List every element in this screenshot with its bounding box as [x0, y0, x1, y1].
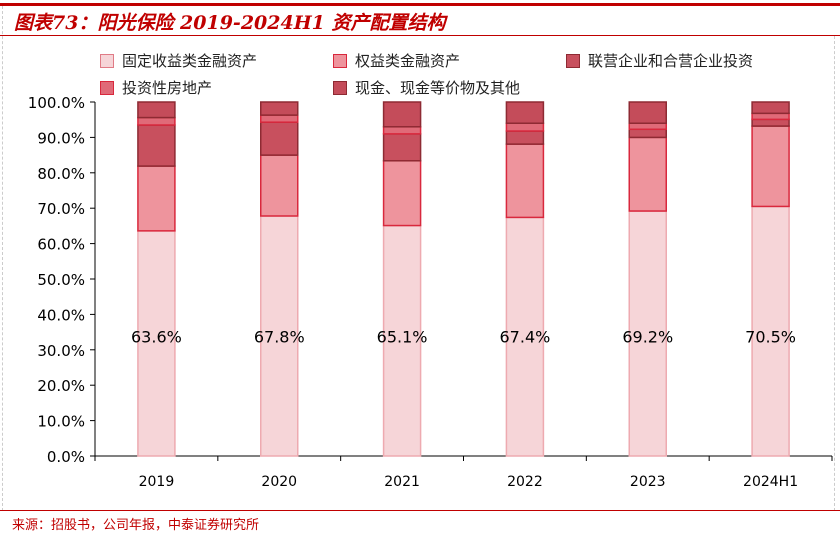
- legend-swatch: [100, 53, 114, 68]
- x-tick-label: 2020: [261, 474, 297, 490]
- right-border: [834, 36, 835, 511]
- y-tick-label: 80.0%: [37, 165, 85, 183]
- bar-segment-2022-4: [505, 101, 545, 124]
- x-tick-label: 2019: [139, 474, 175, 490]
- y-tick-label: 40.0%: [37, 306, 85, 324]
- legend-item-jv: 联营企业和合营企业投资: [566, 50, 753, 71]
- y-tick-label: 20.0%: [37, 377, 85, 395]
- bar-segment-2024H1-4: [751, 101, 790, 115]
- y-tick-label: 60.0%: [37, 236, 85, 254]
- bar-segment-2023-4: [628, 101, 667, 124]
- bar-segment-2021-2: [382, 133, 422, 162]
- x-tick-label: 2024H1: [743, 474, 798, 490]
- bar-segment-2023-0: [628, 210, 667, 457]
- legend-label: 联营企业和合营企业投资: [588, 52, 754, 70]
- chart-title: 图表73：阳光保险 2019-2024H1 资产配置结构: [14, 12, 446, 34]
- bar-segment-2023-1: [628, 136, 667, 212]
- bar-segment-2019-3: [137, 116, 176, 126]
- bar-segment-2019-2: [137, 124, 176, 167]
- bar-segment-2020-3: [260, 114, 299, 123]
- y-tick-label: 0.0%: [47, 448, 85, 466]
- legend-item-property: 投资性房地产: [100, 77, 212, 98]
- legend-swatch: [333, 80, 347, 95]
- data-label: 67.8%: [254, 328, 305, 347]
- bar-segment-2022-2: [505, 130, 545, 145]
- legend-label: 固定收益类金融资产: [122, 52, 258, 70]
- legend-label: 权益类金融资产: [355, 52, 461, 70]
- bar-segment-2024H1-3: [751, 112, 790, 121]
- top-rule: [0, 3, 840, 6]
- data-label: 69.2%: [622, 328, 673, 347]
- footer-rule: [0, 510, 840, 511]
- data-label: 65.1%: [377, 328, 428, 347]
- y-tick-label: 10.0%: [37, 413, 85, 431]
- bar-segment-2022-3: [505, 122, 545, 132]
- bar-segment-2019-1: [137, 165, 176, 232]
- bar-segment-2020-1: [260, 154, 299, 217]
- source-note: 来源：招股书，公司年报，中泰证券研究所: [12, 518, 260, 533]
- bar-segment-2024H1-0: [751, 205, 790, 457]
- legend-item-fixed-income: 固定收益类金融资产: [100, 50, 257, 71]
- bar-segment-2021-4: [382, 101, 422, 128]
- data-label: 63.6%: [131, 328, 182, 347]
- y-tick-label: 90.0%: [37, 129, 85, 147]
- legend-label: 投资性房地产: [122, 79, 213, 97]
- bar-segment-2019-0: [137, 230, 176, 457]
- legend-item-cash: 现金、现金等价物及其他: [333, 77, 520, 98]
- bar-segment-2023-2: [628, 128, 667, 139]
- bar-segment-2020-0: [260, 215, 299, 457]
- data-label: 70.5%: [745, 328, 796, 347]
- legend-swatch: [566, 53, 580, 68]
- title-rule: [0, 35, 840, 36]
- bar-segment-2023-3: [628, 122, 667, 131]
- bar-segment-2024H1-2: [751, 118, 790, 127]
- bar-segment-2021-0: [382, 224, 422, 457]
- bar-segment-2020-2: [260, 121, 299, 156]
- bar-segment-2021-1: [382, 160, 422, 227]
- bar-segment-2020-4: [260, 101, 299, 116]
- legend-swatch: [100, 80, 114, 95]
- y-tick-label: 70.0%: [37, 200, 85, 218]
- y-tick-label: 30.0%: [37, 342, 85, 360]
- x-tick-label: 2022: [507, 474, 543, 490]
- bar-segment-2024H1-1: [751, 125, 790, 208]
- bar-segment-2019-4: [137, 101, 176, 119]
- x-tick-label: 2023: [630, 474, 666, 490]
- bar-segment-2021-3: [382, 126, 422, 135]
- data-label: 67.4%: [500, 328, 551, 347]
- left-border: [2, 6, 3, 511]
- legend-swatch: [333, 53, 347, 68]
- legend-label: 现金、现金等价物及其他: [355, 79, 521, 97]
- legend-item-equity: 权益类金融资产: [333, 50, 460, 71]
- x-tick-label: 2021: [384, 474, 420, 490]
- y-tick-label: 100.0%: [28, 94, 85, 112]
- bar-segment-2022-1: [505, 143, 545, 219]
- y-tick-label: 50.0%: [37, 271, 85, 289]
